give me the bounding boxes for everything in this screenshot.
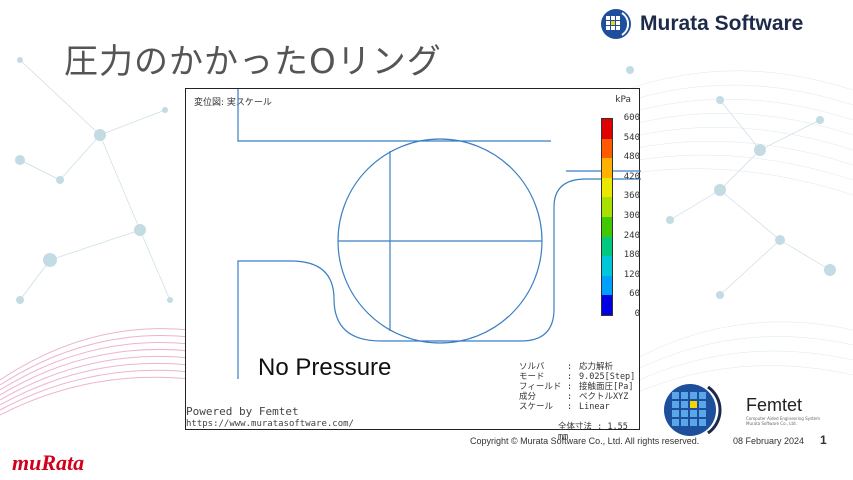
femtet-name: Femtet	[746, 394, 803, 415]
colorbar-band	[602, 236, 612, 257]
colorbar-label: 600	[623, 113, 640, 123]
colorbar-label: 120	[623, 269, 640, 280]
powered-by-text: Powered by Femtet	[186, 405, 299, 418]
info-value: 9.025[Step]	[579, 372, 636, 382]
copyright-footer: Copyright © Murata Software Co., Ltd. Al…	[470, 436, 700, 446]
colorbar-label: 300	[623, 210, 640, 221]
info-key: モード	[519, 372, 545, 382]
colorbar-label: 540	[623, 132, 640, 143]
colorbar-band	[602, 275, 612, 296]
colorbar-band	[602, 119, 612, 139]
pressure-colorbar	[601, 118, 613, 316]
info-value: ベクトルXYZ	[579, 392, 629, 402]
info-row: スケール: Linear	[519, 402, 610, 412]
info-value: 応力解析	[579, 362, 614, 372]
colorbar-label: 480	[623, 152, 640, 163]
colorbar-label: 180	[623, 250, 640, 261]
femtet-tagline: Computer Aided Engineering System	[746, 415, 821, 421]
info-row: ソルバ: 応力解析	[519, 362, 614, 372]
murata-logo: muRata	[12, 450, 85, 475]
femtet-logo: Femtet Computer Aided Engineering System…	[662, 381, 820, 439]
simulation-header: 変位図: 実スケール	[194, 98, 272, 108]
colorbar-band	[602, 177, 612, 198]
colorbar-labels: 600 540 480 420 360 300 240 180 120 60 0	[616, 113, 640, 329]
colorbar-label: 240	[623, 230, 640, 241]
femtet-text: Femtet Computer Aided Engineering System…	[746, 395, 820, 426]
slide-date: 08 February 2024	[733, 436, 805, 446]
femtet-globe-icon	[664, 384, 722, 436]
brand-name: Murata Software	[640, 12, 804, 35]
upper-groove-outline	[237, 89, 551, 142]
femtet-tagline: Murata Software Co., Ltd.	[746, 420, 797, 426]
colorbar-band	[602, 295, 612, 315]
colorbar-label: 0	[634, 308, 640, 319]
info-key: スケール	[519, 402, 554, 412]
info-key: フィールド	[519, 382, 562, 392]
colorbar-unit: kPa	[615, 95, 631, 105]
website-url: https://www.muratasoftware.com/	[186, 419, 354, 429]
info-key: 成分	[519, 392, 537, 402]
slide-title: 圧力のかかったOリング	[64, 42, 442, 82]
page-number: 1	[820, 433, 827, 447]
colorbar-band	[602, 138, 612, 159]
colorbar-band	[602, 256, 612, 276]
murata-software-globe-icon	[601, 9, 631, 39]
lower-groove-outline	[237, 178, 641, 379]
colorbar-band	[602, 197, 612, 217]
info-key: ソルバ	[519, 362, 545, 372]
colorbar-label: 420	[623, 171, 640, 182]
info-row: 成分: ベクトルXYZ	[519, 392, 629, 402]
info-row: モード:9.025[Step]	[519, 372, 636, 382]
colorbar-band	[602, 158, 612, 178]
info-value: 接触面圧[Pa]	[579, 382, 634, 392]
overall-dimension: 全体寸法 : 1.55 mm	[558, 422, 628, 442]
murata-software-logo: Murata Software	[600, 8, 803, 40]
info-row: フィールド: 接触面圧[Pa]	[519, 382, 634, 392]
colorbar-band	[602, 216, 612, 237]
info-value: Linear	[579, 402, 610, 412]
solver-info: ソルバ: 応力解析 モード:9.025[Step] フィールド: 接触面圧[Pa] …	[519, 362, 635, 412]
no-pressure-label: No Pressure	[244, 348, 424, 388]
oring-geometry-plot	[237, 89, 641, 379]
colorbar-label: 360	[623, 191, 640, 202]
colorbar-label: 60	[629, 289, 640, 300]
